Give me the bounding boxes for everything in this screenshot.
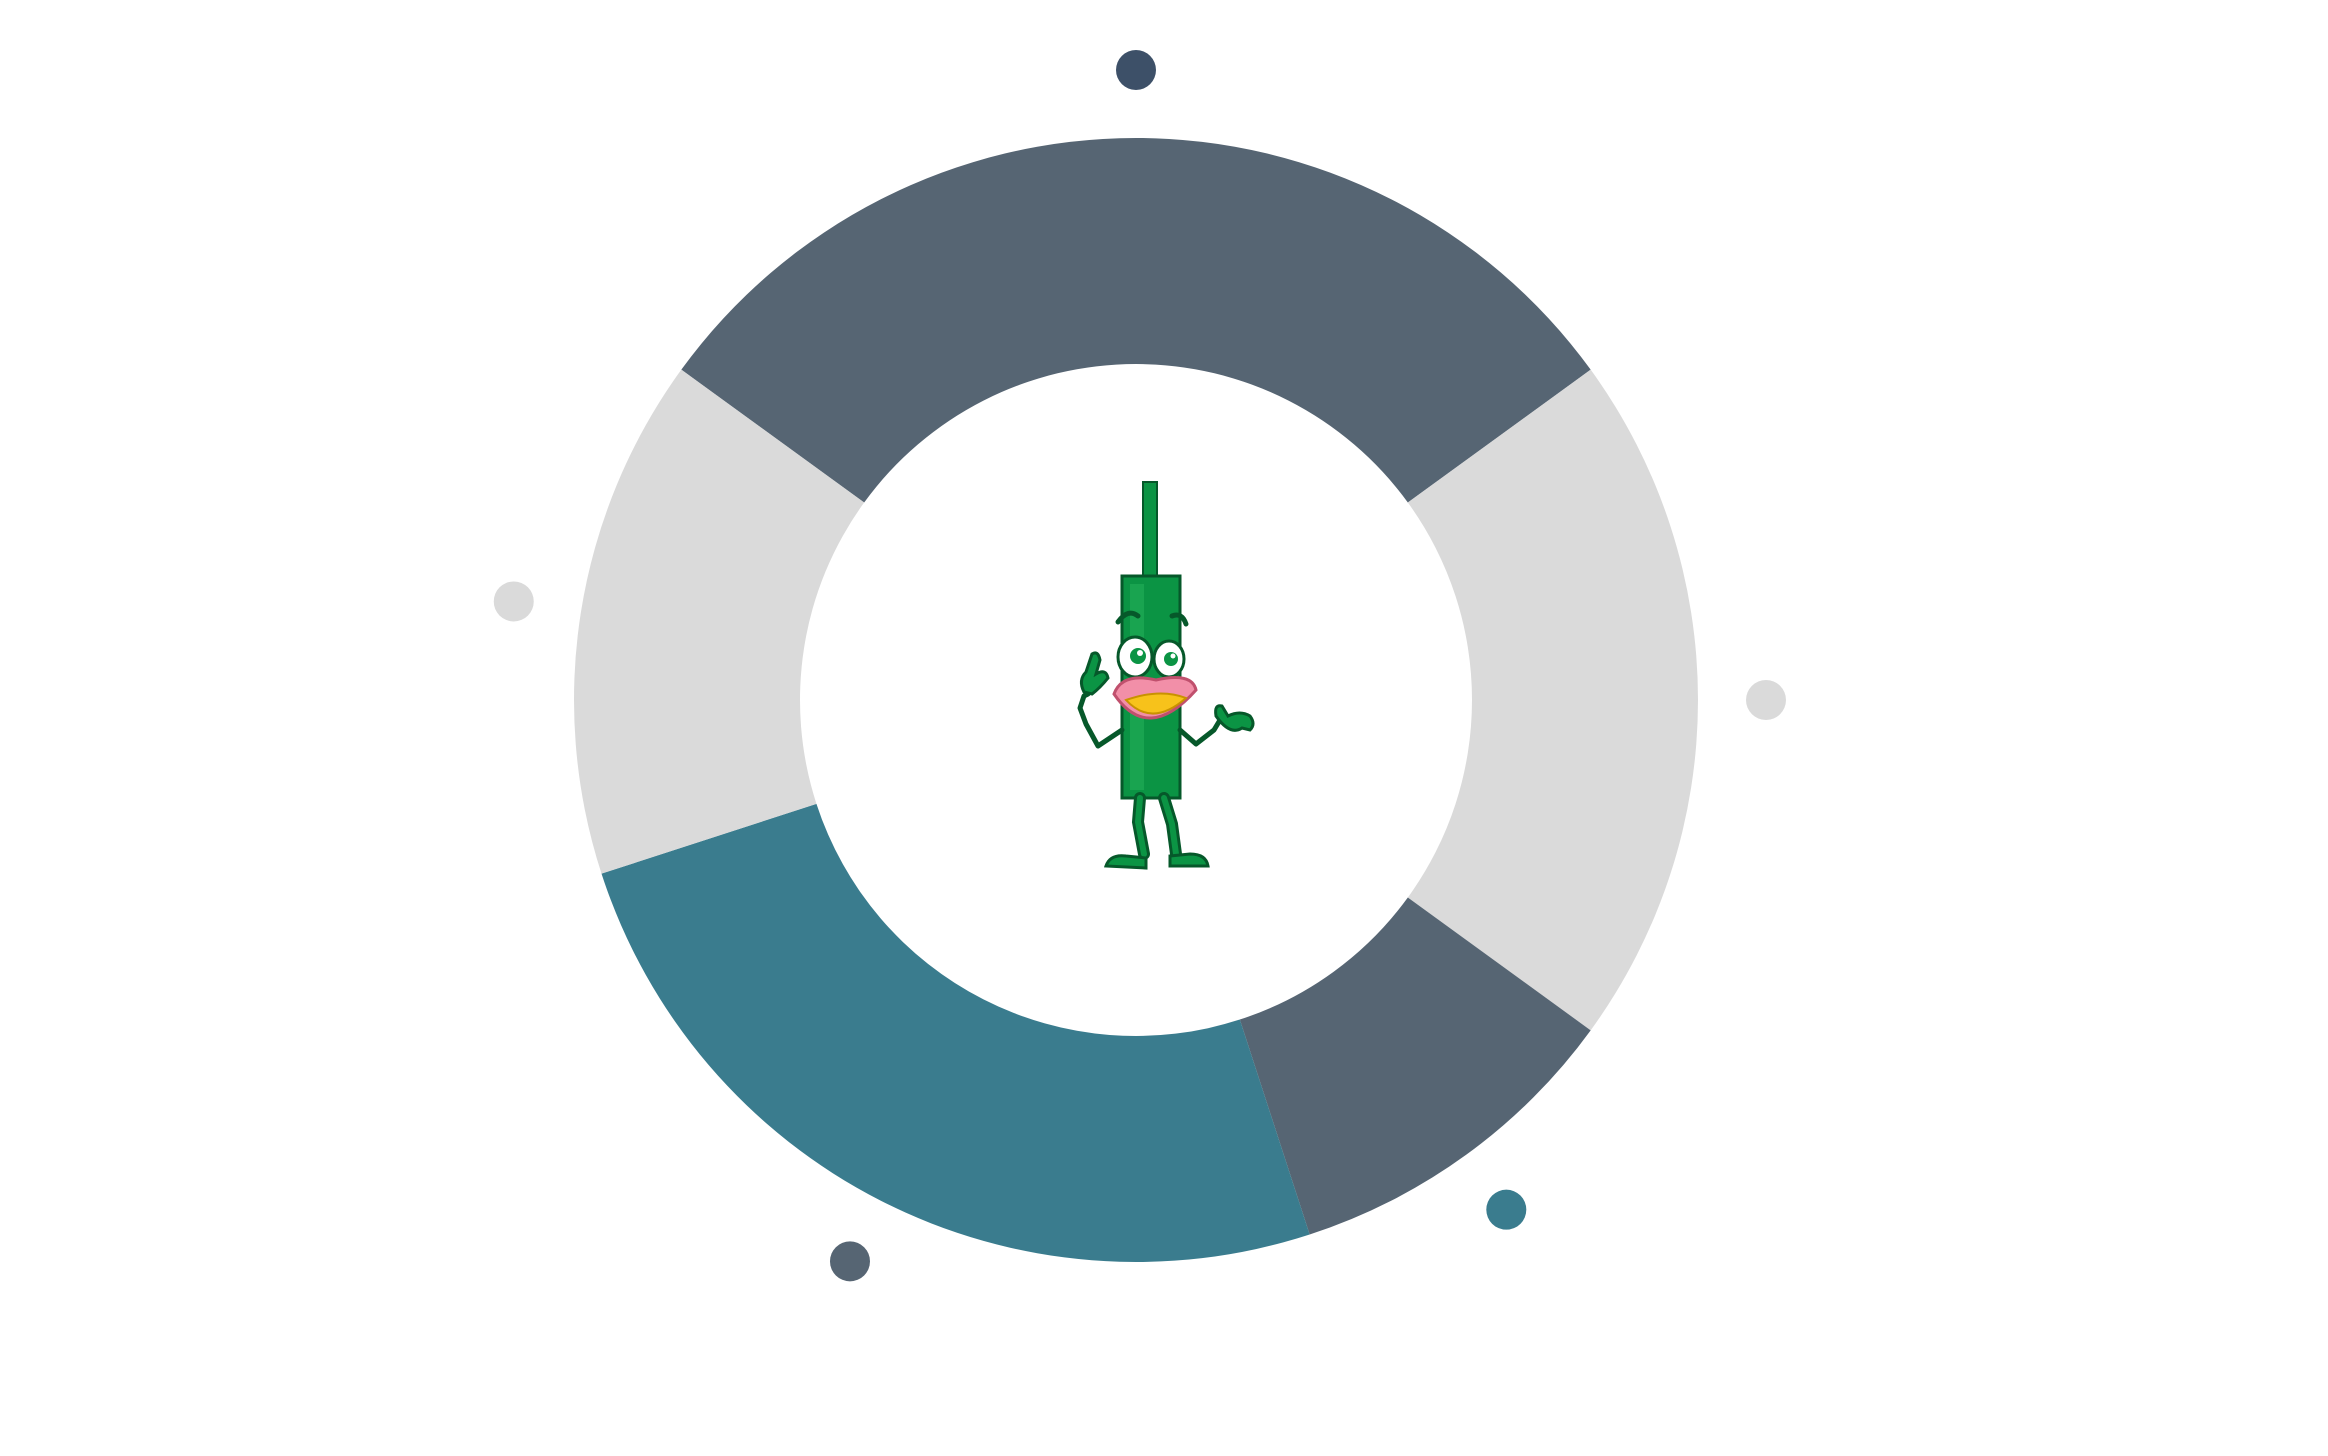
donut-slice-3 xyxy=(1239,897,1591,1235)
slice-marker-4 xyxy=(829,1241,870,1282)
slice-marker-1 xyxy=(1116,50,1156,90)
slice-markers xyxy=(493,50,1786,1282)
green-candlestick-mascot-icon xyxy=(1077,481,1255,870)
donut-slices xyxy=(574,137,1699,1262)
slice-marker-3 xyxy=(1486,1189,1527,1230)
donut-slice-1 xyxy=(681,137,1591,503)
slice-marker-5 xyxy=(493,581,534,622)
donut-slice-5 xyxy=(574,369,865,874)
donut-slice-2 xyxy=(1407,369,1699,1031)
donut-slice-4 xyxy=(601,803,1310,1262)
slice-marker-2 xyxy=(1746,680,1786,720)
